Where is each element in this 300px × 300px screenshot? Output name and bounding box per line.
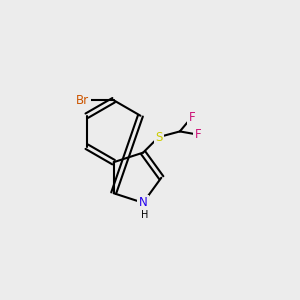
Text: Br: Br [76, 94, 89, 107]
Text: N: N [139, 196, 148, 209]
Text: F: F [195, 128, 202, 141]
Text: S: S [155, 130, 162, 144]
Text: F: F [188, 111, 195, 124]
Text: H: H [141, 210, 148, 220]
